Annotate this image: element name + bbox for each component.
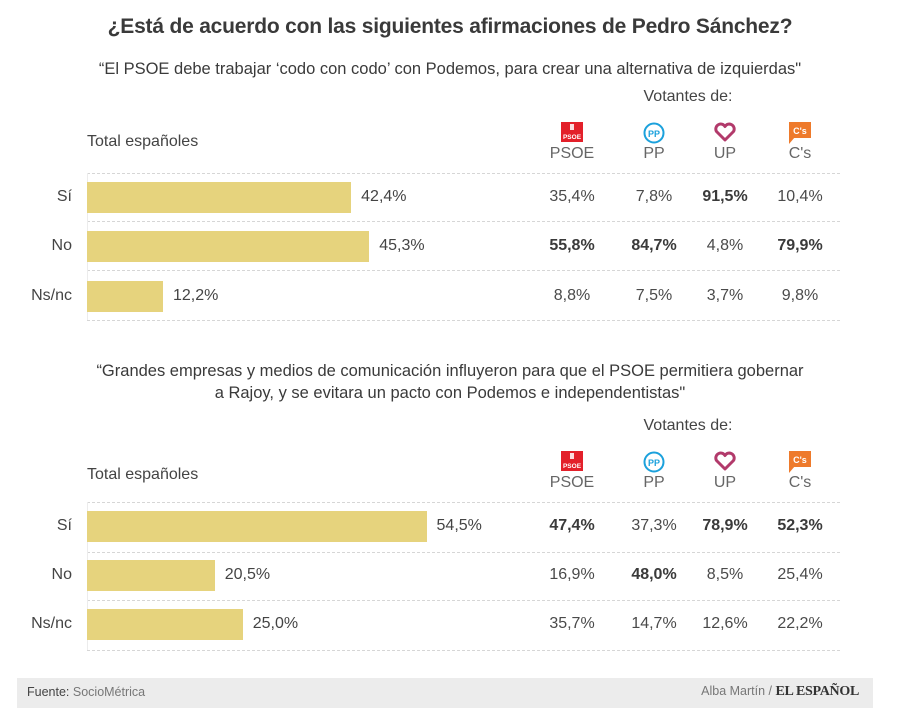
- party-header-3: C's C's: [765, 451, 835, 492]
- source: Fuente: SocioMétrica: [27, 685, 145, 699]
- table-cell-up: 8,5%: [706, 566, 744, 583]
- bar-0: [87, 182, 352, 213]
- table-cell-pp: 84,7%: [631, 237, 677, 254]
- party-header-1: PP PP: [619, 451, 689, 492]
- table-cell-psoe: 16,9%: [549, 566, 595, 583]
- psoe-logo-icon: PSOE: [537, 122, 607, 142]
- party-header-2: UP: [690, 451, 760, 492]
- party-name: PP: [643, 474, 665, 491]
- row-divider: [87, 552, 840, 553]
- svg-text:C's: C's: [793, 455, 807, 465]
- table-cell-cs: 52,3%: [777, 517, 823, 534]
- bar-value-label: 54,5%: [436, 517, 482, 534]
- bar-1: [87, 231, 370, 262]
- table-cell-cs: 79,9%: [777, 237, 823, 254]
- table-cell-pp: 7,5%: [635, 287, 673, 304]
- table-cell-pp: 37,3%: [631, 517, 677, 534]
- table-cell-psoe: 35,7%: [549, 615, 595, 632]
- row-label: Sí: [56, 188, 72, 205]
- up-heart-logo-icon: [690, 122, 760, 142]
- bar-value-label: 12,2%: [173, 287, 219, 304]
- row-divider: [87, 600, 840, 601]
- row-divider: [87, 650, 840, 651]
- bar-0: [87, 511, 427, 542]
- table-cell-pp: 48,0%: [631, 566, 677, 583]
- party-header-0: PSOE PSOE: [537, 122, 607, 163]
- row-divider: [87, 221, 840, 222]
- party-name: PSOE: [549, 145, 595, 162]
- party-header-1: PP PP: [619, 122, 689, 163]
- votantes-label-2: Votantes de:: [643, 417, 733, 434]
- party-name: PSOE: [549, 474, 595, 491]
- bar-1: [87, 560, 215, 591]
- row-divider: [87, 502, 840, 503]
- row-divider: [87, 320, 840, 321]
- total-label-2: Total españoles: [87, 466, 199, 483]
- bar-value-label: 45,3%: [379, 237, 425, 254]
- psoe-logo-icon: PSOE: [537, 451, 607, 471]
- party-header-0: PSOE PSOE: [537, 451, 607, 492]
- question-2-title-line-1: “Grandes empresas y medios de comunicaci…: [96, 362, 804, 380]
- cs-logo-icon: C's: [765, 451, 835, 473]
- party-name: C's: [788, 145, 812, 162]
- party-name: C's: [788, 474, 812, 491]
- table-cell-up: 3,7%: [706, 287, 744, 304]
- party-header-3: C's C's: [765, 122, 835, 163]
- table-cell-psoe: 55,8%: [549, 237, 595, 254]
- row-label: No: [51, 237, 72, 254]
- bar-2: [87, 609, 243, 640]
- row-label: Sí: [56, 517, 72, 534]
- svg-text:PSOE: PSOE: [563, 134, 582, 141]
- party-name: UP: [713, 145, 737, 162]
- table-cell-up: 4,8%: [706, 237, 744, 254]
- table-cell-up: 12,6%: [702, 615, 748, 632]
- party-name: UP: [713, 474, 737, 491]
- total-label-1: Total españoles: [87, 133, 199, 150]
- svg-text:C's: C's: [793, 126, 807, 136]
- svg-text:PP: PP: [648, 129, 660, 139]
- row-divider: [87, 270, 840, 271]
- party-name: PP: [643, 145, 665, 162]
- bar-2: [87, 281, 163, 312]
- bar-value-label: 25,0%: [252, 615, 299, 632]
- party-header-2: UP: [690, 122, 760, 163]
- table-cell-up: 91,5%: [702, 188, 748, 205]
- cs-logo-icon: C's: [765, 122, 835, 144]
- footer: Fuente: SocioMétrica Alba Martín / EL ES…: [17, 678, 873, 708]
- source-label: Fuente:: [27, 685, 70, 699]
- table-cell-pp: 7,8%: [635, 188, 673, 205]
- table-cell-psoe: 35,4%: [549, 188, 595, 205]
- row-label: No: [51, 566, 72, 583]
- pp-logo-icon: PP: [619, 122, 689, 144]
- table-cell-cs: 25,4%: [777, 566, 823, 583]
- pp-logo-icon: PP: [619, 451, 689, 473]
- credit: Alba Martín / EL ESPAÑOL: [701, 684, 859, 700]
- row-label: Ns/nc: [31, 287, 72, 304]
- bar-value-label: 20,5%: [224, 566, 271, 583]
- table-cell-psoe: 47,4%: [549, 517, 595, 534]
- question-2-title-line-2: a Rajoy, y se evitara un pacto con Podem…: [214, 384, 686, 402]
- question-2-title: “Grandes empresas y medios de comunicaci…: [0, 360, 900, 404]
- table-cell-pp: 14,7%: [631, 615, 677, 632]
- row-label: Ns/nc: [31, 615, 72, 632]
- table-cell-cs: 10,4%: [777, 188, 823, 205]
- table-cell-cs: 9,8%: [781, 287, 819, 304]
- up-heart-logo-icon: [690, 451, 760, 471]
- table-cell-up: 78,9%: [702, 517, 748, 534]
- row-divider: [87, 173, 840, 174]
- svg-text:PSOE: PSOE: [563, 463, 582, 470]
- table-cell-cs: 22,2%: [777, 615, 823, 632]
- chart-title: ¿Está de acuerdo con las siguientes afir…: [107, 15, 793, 38]
- table-cell-psoe: 8,8%: [553, 287, 591, 304]
- brand-logo: EL ESPAÑOL: [775, 684, 860, 699]
- question-1-title: “El PSOE debe trabajar ‘codo con codo’ c…: [98, 60, 802, 78]
- bar-value-label: 42,4%: [361, 188, 407, 205]
- source-name: SocioMétrica: [72, 685, 146, 699]
- votantes-label-1: Votantes de:: [643, 88, 733, 105]
- svg-text:PP: PP: [648, 458, 660, 468]
- author: Alba Martín /: [701, 684, 773, 698]
